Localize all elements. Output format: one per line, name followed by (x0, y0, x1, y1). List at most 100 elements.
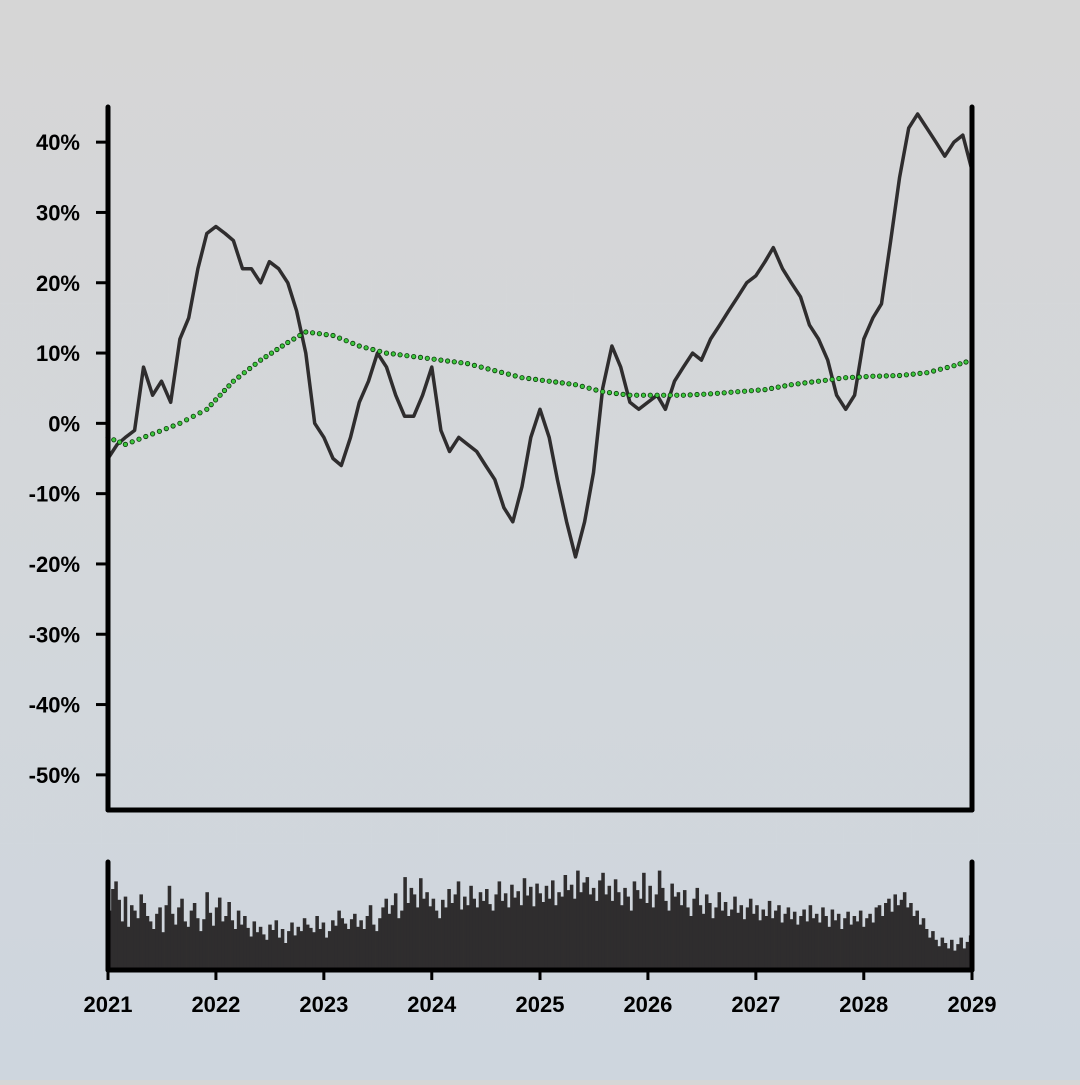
trend-point (870, 373, 876, 379)
trend-point (951, 363, 957, 369)
volume-bar (287, 931, 291, 970)
volume-bar (814, 913, 819, 970)
volume-bar (425, 892, 429, 970)
trend-point (532, 376, 539, 382)
trend-point (687, 392, 693, 398)
volume-bar (170, 913, 175, 970)
volume-bar (868, 913, 872, 970)
volume-bar (742, 919, 747, 970)
trend-point (257, 357, 264, 363)
x-tick-label: 2023 (299, 992, 348, 1017)
trend-point (572, 382, 579, 388)
volume-bar (786, 907, 791, 970)
volume-bar (802, 909, 806, 970)
volume-bar (871, 922, 875, 970)
volume-bar (645, 903, 649, 970)
volume-bar (475, 907, 480, 970)
trend-point (190, 413, 196, 419)
volume-bar (774, 910, 778, 970)
volume-bar (133, 910, 137, 970)
volume-bar (283, 943, 288, 970)
volume-bar (736, 912, 740, 970)
volume-bar (519, 905, 524, 970)
trend-point (204, 406, 210, 412)
volume-bar (331, 920, 335, 970)
volume-bar (142, 903, 147, 970)
trend-point (268, 350, 275, 356)
volume-bar (400, 910, 404, 970)
volume-bar (620, 905, 624, 970)
volume-bar (547, 898, 552, 970)
trend-point (417, 354, 424, 360)
trend-point (775, 384, 781, 390)
trend-point (274, 346, 280, 353)
volume-bar (381, 907, 385, 970)
volume-bar (346, 929, 351, 970)
volume-bar (585, 877, 590, 970)
volume-bar (469, 885, 473, 970)
volume-bar (657, 870, 662, 970)
volume-bar (865, 918, 869, 970)
volume-bar (563, 875, 568, 970)
trend-point (136, 436, 142, 442)
y-tick-label: 30% (36, 200, 80, 225)
volume-bar (858, 910, 863, 970)
trend-point (762, 386, 768, 393)
trend-point (217, 392, 223, 398)
volume-bar (667, 910, 671, 970)
trend-point (213, 397, 219, 403)
volume-bar (572, 898, 577, 970)
volume-bar (453, 894, 458, 970)
y-tick-label: -50% (29, 763, 80, 788)
volume-bar (434, 910, 439, 970)
trend-point (896, 372, 903, 379)
volume-bar (544, 885, 549, 970)
volume-bar (962, 948, 967, 970)
volume-bar (302, 918, 307, 970)
volume-bar (893, 894, 897, 970)
trend-point (221, 387, 228, 394)
volume-bar (371, 924, 376, 970)
trend-point (856, 374, 862, 380)
trend-point (309, 330, 316, 336)
volume-bar (208, 912, 213, 970)
volume-bar (243, 916, 247, 970)
volume-bar (604, 894, 608, 970)
trend-point (526, 375, 532, 382)
volume-bar (676, 892, 681, 970)
trend-point (122, 441, 129, 447)
volume-bar (500, 900, 505, 970)
volume-bar (554, 905, 558, 970)
volume-bar (843, 918, 847, 970)
volume-bar (180, 898, 184, 970)
volume-bar (582, 882, 586, 970)
volume-bar (569, 884, 574, 970)
volume-bar (780, 922, 784, 970)
volume-bar (906, 907, 910, 970)
volume-bar (890, 911, 894, 970)
x-tick-label: 2026 (623, 992, 672, 1017)
volume-bar (673, 896, 678, 970)
volume-bar (909, 903, 913, 970)
trend-point (546, 378, 552, 384)
volume-bar (422, 898, 426, 970)
volume-bar (959, 937, 963, 970)
volume-bar (723, 902, 728, 970)
volume-bar (686, 907, 690, 970)
volume-bar (510, 884, 514, 970)
volume-bar (268, 924, 272, 970)
volume-bar (183, 921, 187, 970)
trend-point (363, 345, 369, 351)
volume-bar (899, 899, 904, 970)
volume-bar (290, 922, 294, 970)
volume-bar (849, 924, 854, 970)
trend-point (748, 388, 755, 394)
volume-bar (277, 937, 282, 970)
volume-bar (840, 929, 844, 970)
y-tick-label: -30% (29, 622, 80, 647)
volume-bar (312, 932, 316, 970)
volume-bar (450, 903, 454, 970)
trend-point (505, 371, 511, 377)
trend-point (849, 374, 856, 380)
